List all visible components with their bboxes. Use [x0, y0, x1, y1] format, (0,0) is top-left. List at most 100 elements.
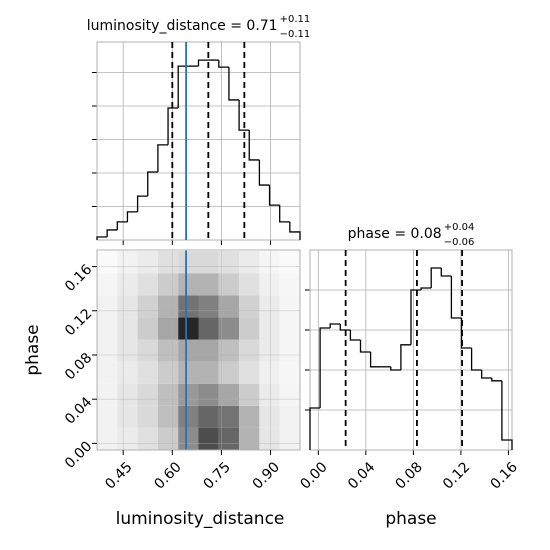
histogram-step — [420, 287, 432, 290]
density-cell — [178, 383, 199, 406]
histogram-step — [491, 378, 502, 382]
histogram-step — [390, 366, 401, 371]
histogram-step — [359, 340, 371, 353]
density-cell — [178, 405, 199, 428]
density-cell — [259, 295, 280, 318]
density-cell — [218, 339, 240, 362]
density-cell — [137, 295, 158, 318]
histogram-step — [197, 59, 209, 67]
density-cell — [259, 383, 280, 406]
density-cell — [178, 273, 199, 296]
density-cell — [157, 405, 179, 428]
density-cell — [117, 317, 138, 340]
density-cell — [239, 251, 260, 274]
x-tick-label: 0.00 — [297, 459, 330, 492]
x-tick-label: 0.12 — [440, 459, 473, 492]
histogram-step — [228, 67, 240, 101]
x-tick-label: 0.45 — [102, 459, 135, 492]
density-cell — [218, 405, 240, 428]
density-cell — [178, 295, 199, 318]
histogram-step — [147, 171, 158, 197]
density-cell — [198, 251, 219, 274]
density-cell — [157, 295, 179, 318]
density-cell — [137, 383, 158, 406]
histogram-step — [258, 159, 270, 186]
density-cell — [157, 251, 179, 274]
density-cell — [198, 339, 219, 362]
density-cell — [137, 339, 158, 362]
density-cell — [137, 273, 158, 296]
density-cell — [137, 361, 158, 384]
histogram-step — [450, 276, 462, 319]
x-axis-label: luminosity_distance — [116, 509, 285, 529]
histogram-step — [339, 324, 351, 331]
title-upper-error: +0.11 — [280, 14, 311, 25]
density-cell — [137, 317, 158, 340]
density-cell — [259, 339, 280, 362]
density-cell — [239, 361, 260, 384]
density-cell — [117, 339, 138, 362]
y-tick-label: 0.16 — [62, 262, 95, 295]
density-cell — [218, 383, 240, 406]
density-cell — [137, 427, 158, 450]
y-tick-label: 0.04 — [62, 394, 95, 427]
density-cell — [137, 405, 158, 428]
histogram-step — [430, 267, 442, 288]
histogram-step — [248, 130, 260, 161]
density-cell — [117, 251, 138, 274]
density-cell — [97, 339, 118, 362]
density-cell — [279, 405, 300, 428]
y-tick-label: 0.08 — [62, 350, 95, 383]
density-cell — [218, 317, 240, 340]
density-cell — [97, 317, 118, 340]
density-cell — [198, 317, 219, 340]
density-cell — [117, 383, 138, 406]
density-cell — [198, 295, 219, 318]
histogram-step — [329, 323, 341, 328]
histogram-step — [126, 211, 138, 222]
panel-frame — [309, 249, 513, 451]
histogram-step — [470, 348, 482, 371]
density-cell — [218, 273, 240, 296]
density-cell — [239, 339, 260, 362]
histogram-step — [369, 352, 381, 368]
histogram-step — [501, 380, 513, 450]
density-cell — [259, 361, 280, 384]
density-cell — [157, 427, 179, 450]
histogram-step — [400, 344, 411, 370]
density-cell — [259, 427, 280, 450]
density-cell — [117, 405, 138, 428]
histogram-step — [136, 195, 148, 212]
density-cell — [97, 295, 118, 318]
density-cell — [279, 317, 300, 340]
density-cell — [239, 405, 260, 428]
density-cell — [117, 427, 138, 450]
density-cell — [198, 427, 219, 450]
density-cell — [279, 383, 300, 406]
density-cell — [97, 361, 118, 384]
density-cell — [279, 273, 300, 296]
histogram-step — [279, 205, 290, 223]
density-cell — [157, 273, 179, 296]
x-axis-label: phase — [385, 509, 436, 529]
histogram-step — [218, 60, 229, 68]
histogram-step — [319, 327, 331, 408]
histogram-step — [116, 221, 128, 230]
histogram-step — [440, 268, 452, 277]
panel-frame — [96, 41, 301, 241]
density-cell — [157, 339, 179, 362]
density-cell — [117, 361, 138, 384]
panel-title: luminosity_distance = 0.71 — [87, 18, 278, 34]
x-tick-label: 0.60 — [151, 459, 184, 492]
histogram-step — [167, 107, 179, 145]
density-cell — [239, 317, 260, 340]
density-cell — [178, 427, 199, 450]
density-cell — [178, 317, 199, 340]
histogram-step — [106, 229, 118, 237]
y-axis-label: phase — [23, 324, 43, 375]
x-tick-label: 0.16 — [488, 459, 521, 492]
density-cell — [117, 295, 138, 318]
panel-frame — [96, 249, 301, 451]
density-cell — [97, 251, 118, 274]
density-cell — [279, 295, 300, 318]
